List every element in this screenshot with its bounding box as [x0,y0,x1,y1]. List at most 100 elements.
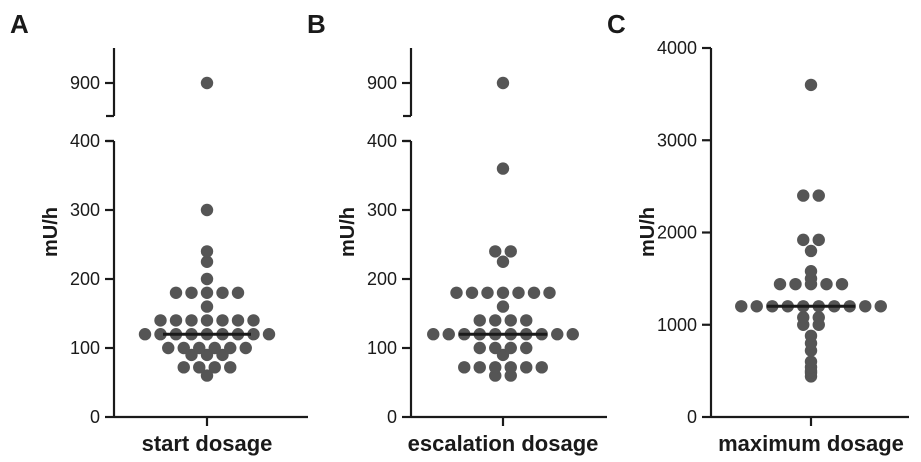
data-point [489,341,502,355]
y-tick-label: 4000 [657,38,697,58]
data-point [496,255,510,268]
data-point [162,341,175,355]
data-point [527,286,541,299]
data-point [812,233,825,247]
data-point [504,245,517,258]
data-point [193,361,206,374]
data-point [200,369,214,382]
y-tick-label: 400 [70,131,100,151]
y-tick-label: 100 [367,338,397,358]
data-point [473,341,486,355]
y-tick-label: 300 [70,200,100,220]
y-axis-title: mU/h [40,207,62,257]
data-point [138,328,152,341]
panel-letter: B [307,9,326,39]
data-point [496,76,510,90]
data-point [874,300,887,313]
data-point [789,277,802,291]
y-tick-label: 1000 [657,315,697,335]
data-point [535,361,548,374]
panel-letter: C [607,9,626,39]
data-point [504,361,517,374]
data-point [442,328,455,341]
data-point [481,286,494,299]
data-point [231,286,245,299]
y-tick-label: 0 [687,407,697,427]
data-point [804,78,818,92]
data-point [812,311,825,324]
data-point [804,265,818,278]
y-tick-label: 400 [367,131,397,151]
data-point [473,314,486,327]
data-point [551,328,564,341]
data-point [512,286,525,299]
data-point [566,328,579,341]
data-point [804,355,818,368]
data-point [458,361,471,374]
data-point [208,341,221,355]
data-point [247,314,260,327]
data-point [200,272,214,286]
data-point [216,286,229,299]
data-point [496,162,510,175]
data-point [200,255,214,268]
data-point [735,300,748,313]
data-point [224,341,237,355]
panel-letter: A [10,9,29,39]
y-tick-label: 200 [367,269,397,289]
data-point [154,328,167,341]
data-point [177,341,190,355]
data-point [543,286,556,299]
y-tick-label: 300 [367,200,397,220]
data-point [450,286,463,299]
data-point [489,245,502,258]
data-point [520,361,533,374]
data-point [185,286,198,299]
data-point [185,314,198,327]
data-point [496,300,510,313]
data-point [200,76,214,90]
y-tick-label: 900 [367,73,397,93]
y-axis-title: mU/h [337,207,359,257]
data-point [200,286,214,299]
x-category-label: escalation dosage [408,431,599,456]
data-point [224,361,237,374]
data-point [489,314,502,327]
data-point [859,300,872,313]
data-point [804,329,818,343]
data-point [797,311,810,324]
data-point [239,341,252,355]
data-point [231,314,245,327]
y-tick-label: 0 [387,407,397,427]
data-point [804,244,818,258]
y-tick-label: 2000 [657,223,697,243]
chart-panel-c: C 0 1000 2000 3000 4000 mU/h maximum dosage [607,9,909,456]
data-point [489,361,502,374]
data-point [200,245,214,258]
data-point [169,314,183,327]
data-point [504,341,517,355]
y-axis-title: mU/h [637,207,659,257]
data-point [812,189,825,202]
y-tick-label: 100 [70,338,100,358]
y-tick-label: 0 [90,407,100,427]
data-point [797,189,810,202]
chart-panel-a: A 900 0 100 200 300 400 mU/h start dosage [10,9,308,456]
data-point [200,203,214,217]
y-tick-label: 900 [70,73,100,93]
data-point [216,314,229,327]
data-point [154,314,167,327]
data-point [200,300,214,313]
x-category-label: start dosage [142,431,273,456]
data-point [427,328,440,341]
data-point [193,341,206,355]
data-point [465,286,479,299]
data-point [262,328,276,341]
data-point [496,286,510,299]
data-point [473,361,486,374]
y-tick-label: 200 [70,269,100,289]
y-tick-label: 3000 [657,130,697,150]
data-point [504,314,517,327]
x-category-label: maximum dosage [718,431,904,456]
